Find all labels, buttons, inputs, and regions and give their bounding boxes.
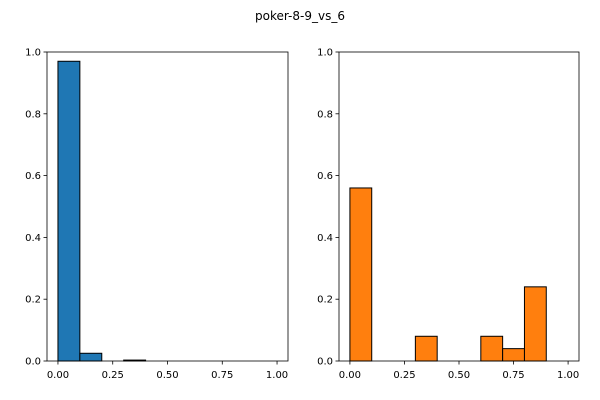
histogram-right: 0.00 0.25 0.50 0.75 1.00 0.0 0.2 0.4 0.6 0.8 1.0 [317,48,580,381]
x-tick-label: 0.25 [102,370,124,381]
x-tick-label: 0.25 [393,370,415,381]
y-tick-label: 0.6 [317,171,333,182]
histogram-right-bar [480,335,504,362]
histogram-left-bars [57,60,147,362]
histogram-left-frame [46,51,289,362]
x-tick-label: 0.75 [211,370,233,381]
y-tick-label: 1.0 [25,48,41,59]
histogram-right-bar [502,348,525,362]
histogram-left-bar [79,352,103,362]
x-tick-label: 0.00 [339,370,361,381]
histogram-right-y-axis: 0.0 0.2 0.4 0.6 0.8 1.0 [317,48,339,368]
histogram-right-bars [349,187,547,362]
y-tick-label: 0.4 [317,233,333,244]
histogram-right-bar [523,286,547,362]
y-tick-label: 0.4 [25,233,41,244]
y-tick-label: 1.0 [317,48,333,59]
y-tick-label: 0.6 [25,171,41,182]
y-tick-label: 0.0 [317,357,333,368]
x-tick-label: 1.00 [557,370,579,381]
y-tick-label: 0.2 [25,295,41,306]
histogram-left: 0.00 0.25 0.50 0.75 1.00 0.0 0.2 0.4 0.6 0.8 1.0 [25,48,289,381]
x-tick-label: 0.00 [47,370,69,381]
x-tick-label: 1.00 [266,370,288,381]
x-tick-label: 0.50 [156,370,178,381]
y-tick-label: 0.8 [317,109,333,120]
y-tick-label: 0.8 [25,109,41,120]
x-tick-label: 0.75 [502,370,524,381]
histogram-right-x-axis: 0.00 0.25 0.50 0.75 1.00 [339,361,579,381]
histogram-right-bar [349,187,373,362]
histogram-right-bar [414,335,438,362]
y-tick-label: 0.2 [317,295,333,306]
figure-title: poker-8-9_vs_6 [255,9,345,23]
y-tick-label: 0.0 [25,357,41,368]
histogram-left-bar [57,60,81,362]
histogram-left-y-axis: 0.0 0.2 0.4 0.6 0.8 1.0 [25,48,47,368]
histogram-left-x-axis: 0.00 0.25 0.50 0.75 1.00 [47,361,288,381]
x-tick-label: 0.50 [448,370,470,381]
